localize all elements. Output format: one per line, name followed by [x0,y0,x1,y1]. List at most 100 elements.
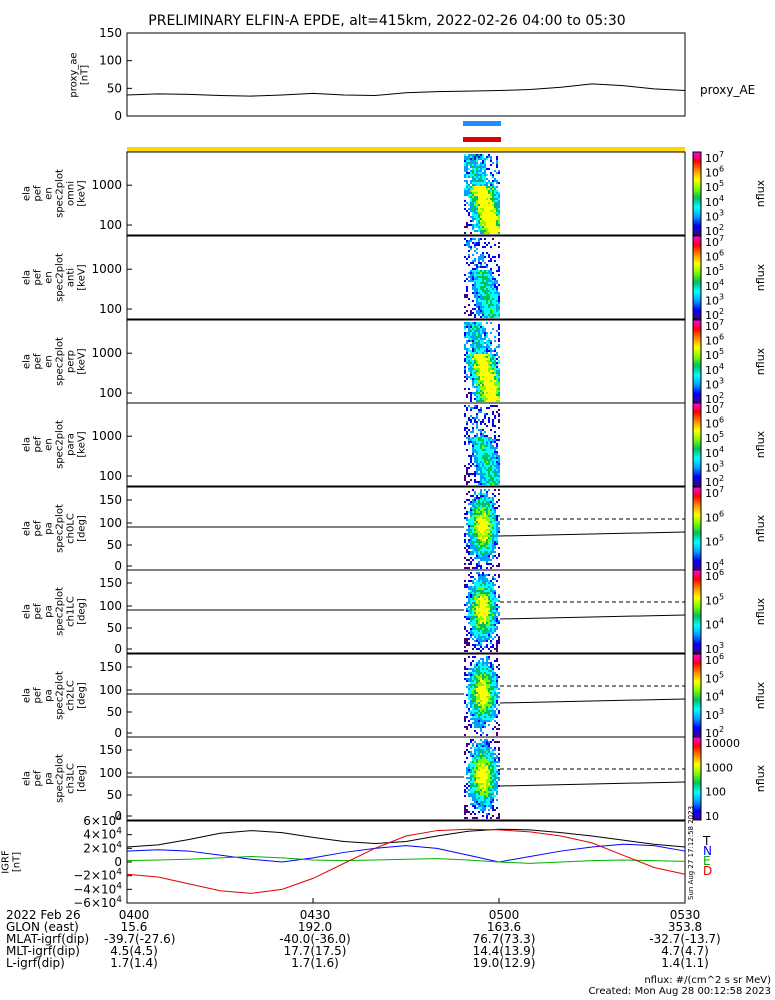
heatmap-cell [464,346,466,348]
heatmap-cell [476,602,478,604]
heatmap-cell [472,622,474,624]
heatmap-cell [486,469,488,471]
heatmap-cell [496,714,498,716]
heatmap-cell [494,787,496,789]
ylabel-line: [nT] [80,65,91,85]
heatmap-cell [484,618,486,620]
heatmap-cell [480,449,482,451]
heatmap-cell [492,288,494,290]
heatmap-cell [480,168,482,170]
heatmap-cell [472,531,474,533]
heatmap-cell [488,682,490,684]
heatmap-cell [494,598,496,600]
heatmap-cell [474,162,476,164]
heatmap-cell [486,232,488,234]
heatmap-cell [486,214,488,216]
heatmap-cell [482,741,484,743]
heatmap-cell [480,288,482,290]
heatmap-cell [474,316,476,318]
heatmap-cell [490,224,492,226]
heatmap-cell [482,620,484,622]
igrf-legend-D: D [703,864,712,878]
heatmap-cell [474,216,476,218]
heatmap-cell [486,288,488,290]
heatmap-cell [464,563,466,565]
heatmap-cell [496,734,498,736]
heatmap-cell [488,612,490,614]
heatmap-cell [474,501,476,503]
heatmap-cell [470,557,472,559]
heatmap-cell [466,356,468,358]
heatmap-cell [470,190,472,192]
heatmap-cell [498,204,500,206]
heatmap-cell [480,789,482,791]
heatmap-cell [496,477,498,479]
heatmap-cell [490,451,492,453]
heatmap-cell [476,505,478,507]
heatmap-cell [482,194,484,196]
heatmap-cell [474,801,476,803]
heatmap-cell [478,638,480,640]
heatmap-cell [472,288,474,290]
heatmap-cell [468,254,470,256]
heatmap-cell [472,364,474,366]
ylabel-line: ela [22,604,33,619]
heatmap-cell [472,767,474,769]
heatmap-cell [488,648,490,650]
heatmap-cell [482,453,484,455]
heatmap-cell [476,626,478,628]
heatmap-cell [468,751,470,753]
heatmap-cell [492,543,494,545]
heatmap-cell [476,509,478,511]
heatmap-cell [478,298,480,300]
heatmap-cell [498,668,500,670]
heatmap-cell [470,358,472,360]
heatmap-cell [464,658,466,660]
heatmap-cell [480,222,482,224]
heatmap-cell [490,164,492,166]
heatmap-cell [486,491,488,493]
heatmap-cell [496,296,498,298]
heatmap-cell [468,429,470,431]
heatmap-cell [484,214,486,216]
heatmap-cell [476,160,478,162]
heatmap-cell [482,674,484,676]
heatmap-cell [490,292,492,294]
heatmap-cell [496,716,498,718]
heatmap-cell [478,451,480,453]
heatmap-cell [490,200,492,202]
footer-cell: 0500 [488,908,520,922]
heatmap-cell [464,388,466,390]
heatmap-cell [470,366,472,368]
heatmap-cell [482,228,484,230]
heatmap-cell [486,741,488,743]
heatmap-cell [498,479,500,481]
heatmap-cell [476,413,478,415]
heatmap-cell [484,543,486,545]
heatmap-cell [490,222,492,224]
heatmap-cell [488,767,490,769]
heatmap-cell [496,204,498,206]
heatmap-cell [468,491,470,493]
heatmap-cell [498,553,500,555]
heatmap-cell [482,694,484,696]
heatmap-cell [488,545,490,547]
heatmap-cell [496,650,498,652]
heatmap-cell [468,602,470,604]
heatmap-cell [478,348,480,350]
heatmap-cell [494,364,496,366]
heatmap-cell [494,604,496,606]
heatmap-cell [476,777,478,779]
heatmap-cell [492,809,494,811]
created-stamp: Created: Mon Aug 28 00:12:58 2023 [588,986,771,997]
heatmap-cell [490,400,492,402]
heatmap-cell [484,451,486,453]
heatmap-cell [484,188,486,190]
heatmap-cell [474,314,476,316]
heatmap-cell [480,286,482,288]
heatmap-cell [470,527,472,529]
heatmap-cell [476,346,478,348]
heatmap-cell [484,559,486,561]
heatmap-cell [490,344,492,346]
